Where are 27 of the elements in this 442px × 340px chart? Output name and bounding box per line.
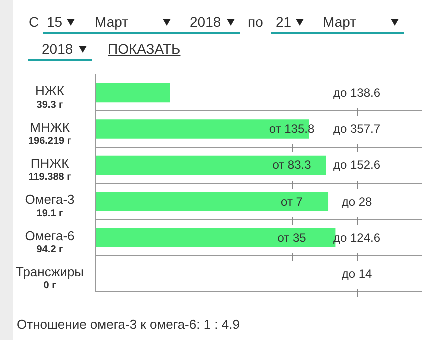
y-tick-label: ПНЖК 119.388 г: [28, 156, 72, 184]
y-tick-label: Омега-6 94.2 г: [25, 228, 75, 256]
text: 15: [47, 14, 63, 30]
text: 2018: [42, 41, 74, 57]
bar: [96, 156, 326, 175]
text: до 14: [342, 266, 372, 281]
bar: [96, 192, 329, 212]
text: Март: [95, 14, 128, 30]
text: до 28: [342, 194, 372, 209]
annotation: от 83.3: [272, 158, 312, 172]
y-tick-label: Трансжиры 0 г: [16, 264, 84, 292]
text: С: [29, 14, 40, 30]
text: 21: [276, 14, 292, 30]
text: Март: [323, 14, 356, 30]
annotation: до 152.6: [333, 158, 381, 172]
text: 2018: [190, 14, 222, 30]
annotation: от 7: [281, 194, 303, 209]
text: по: [248, 14, 264, 30]
text: Отношение омега-3 к омега-6: 1 : 4.9: [17, 317, 240, 333]
annotation: до 138.6: [333, 86, 381, 100]
bar: [96, 84, 170, 103]
y-tick-label: МНЖК 196.219 г: [28, 120, 72, 147]
y-tick-label: НЖК 39.3 г: [36, 84, 65, 111]
annotation: до 357.7: [333, 122, 381, 136]
text: ПОКАЗАТЬ: [108, 41, 181, 57]
annotation: от 35: [278, 230, 306, 245]
y-tick-label: Омега-3 19.1 г: [25, 192, 75, 220]
